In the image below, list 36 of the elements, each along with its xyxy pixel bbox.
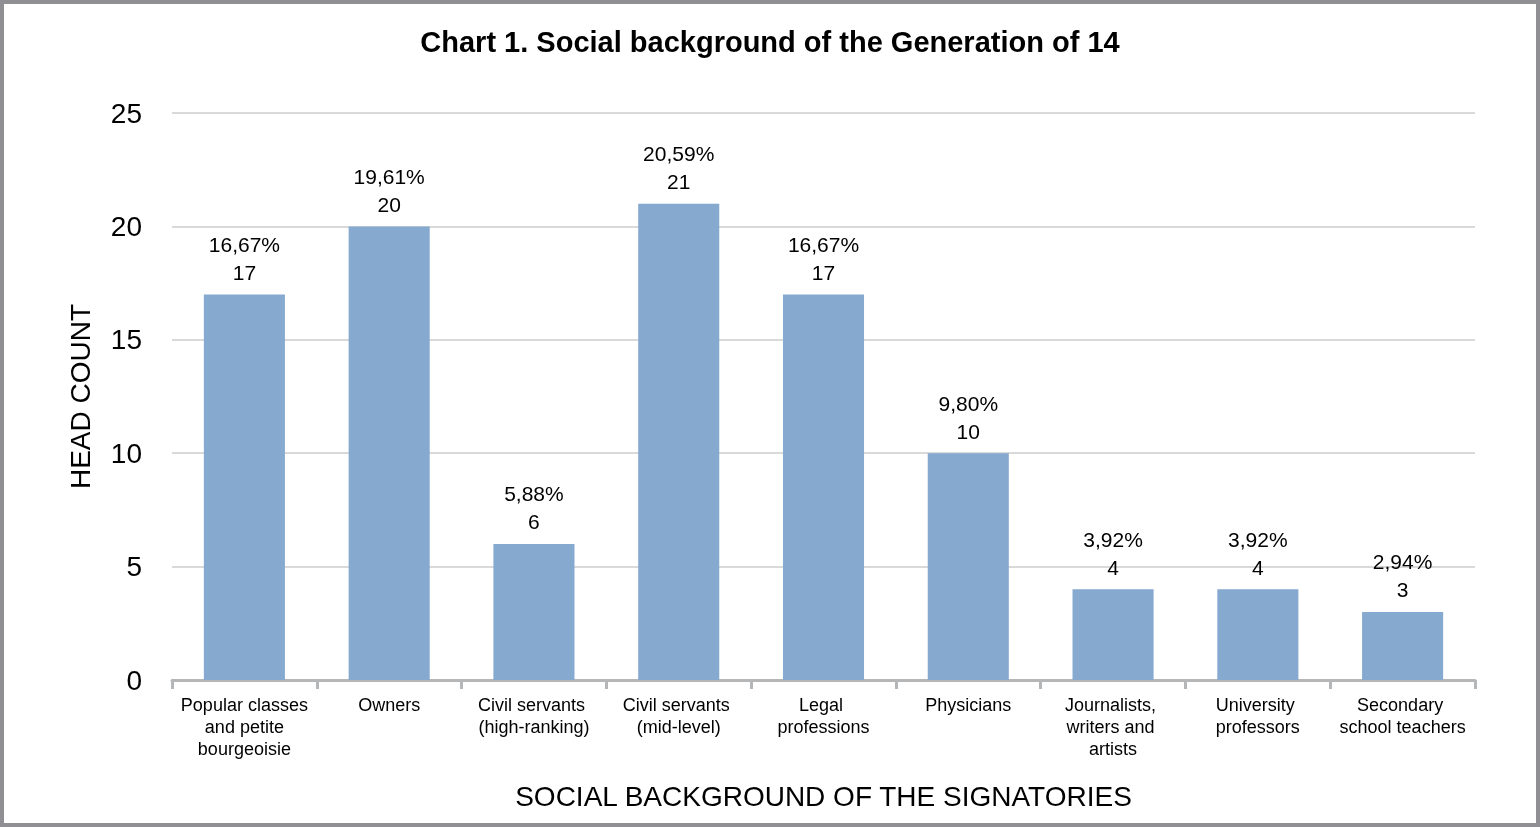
x-tick-label: Civil servants (mid-level) <box>622 695 735 737</box>
x-tick-label: Journalists, writers and artists <box>1065 695 1162 759</box>
chart-title: Chart 1. Social background of the Generation of 14 <box>420 25 1120 58</box>
data-label: 16,67% 17 <box>787 232 860 284</box>
bar <box>638 203 720 680</box>
x-tick-label: Popular classes and petite bourgeoisie <box>180 695 308 759</box>
bar <box>1362 611 1444 680</box>
data-label: 5,88% 6 <box>504 482 564 534</box>
y-tick-label: 5 <box>126 551 142 583</box>
y-tick-label: 0 <box>126 664 142 696</box>
data-label: 20,59% 21 <box>643 142 715 194</box>
x-tick-label: Civil servants (high-ranking) <box>477 695 590 737</box>
data-label: 3,92% 4 <box>1083 527 1143 579</box>
y-axis-title: HEAD COUNT <box>64 303 96 490</box>
x-tick-label: Legal professions <box>777 695 870 737</box>
data-label: 19,61% 20 <box>353 164 425 216</box>
bar <box>203 294 285 680</box>
x-tick-label: University professors <box>1215 695 1300 737</box>
bar <box>782 294 865 680</box>
data-label: 2,94% 3 <box>1372 550 1433 602</box>
bar <box>493 543 575 680</box>
y-tick-label: 20 <box>110 210 142 242</box>
y-tick-label: 10 <box>110 437 142 469</box>
x-axis-title: SOCIAL BACKGROUND OF THE SIGNATORIES <box>515 780 1132 812</box>
data-label: 3,92% 4 <box>1228 527 1288 579</box>
bar <box>1217 589 1299 680</box>
x-tick-label: Physicians <box>925 695 1012 715</box>
data-label: 16,67% 17 <box>208 232 281 284</box>
bar <box>348 226 430 680</box>
x-tick-label: Owners <box>358 695 421 715</box>
bar <box>927 453 1009 680</box>
bar <box>1072 589 1154 680</box>
data-label: 9,80% 10 <box>938 391 999 443</box>
y-tick-label: 15 <box>110 324 142 356</box>
y-tick-label: 25 <box>110 97 142 129</box>
x-tick-label: Secondary school teachers <box>1339 695 1466 737</box>
